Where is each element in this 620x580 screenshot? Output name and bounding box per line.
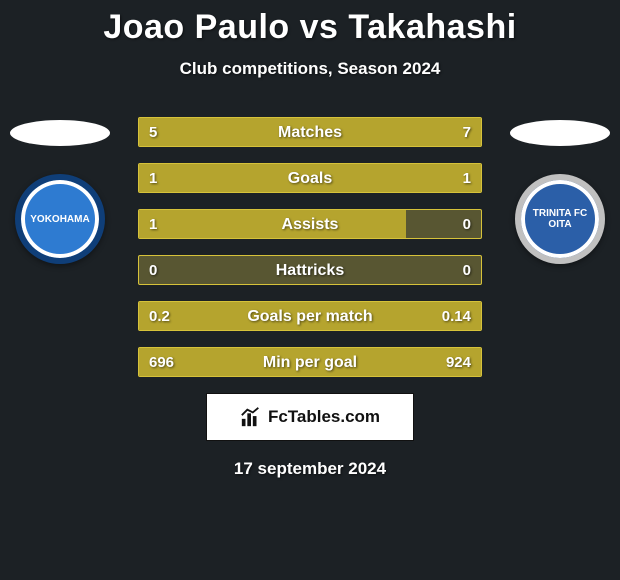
stat-value-right: 7 (463, 118, 471, 147)
stat-value-left: 696 (149, 348, 174, 377)
snapshot-date: 17 september 2024 (0, 459, 620, 479)
player-right-badge: TRINITA FC OITA (510, 120, 610, 264)
player-left-badge: YOKOHAMA (10, 120, 110, 264)
team-right-crest: TRINITA FC OITA (515, 174, 605, 264)
bar-chart-icon (240, 406, 262, 428)
stat-label: Matches (139, 118, 481, 147)
stat-row: Assists1 0 (138, 209, 482, 239)
stat-label: Assists (139, 210, 481, 239)
subtitle: Club competitions, Season 2024 (0, 59, 620, 79)
stat-value-right: 1 (463, 164, 471, 193)
stat-value-left: 1 (149, 164, 157, 193)
team-left-crest-label: YOKOHAMA (26, 210, 93, 229)
team-right-crest-label: TRINITA FC OITA (521, 204, 599, 234)
stat-label: Hattricks (139, 256, 481, 285)
stat-label: Goals per match (139, 302, 481, 331)
stat-row: Matches5 7 (138, 117, 482, 147)
player-left-name-plate (10, 120, 110, 146)
comparison-card: Joao Paulo vs Takahashi Club competition… (0, 0, 620, 580)
stats-rows: Matches57Goals11Assists10Hattricks00Goal… (138, 117, 482, 377)
stat-value-left: 0 (149, 256, 157, 285)
brand-box: FcTables.com (206, 393, 414, 441)
team-left-crest: YOKOHAMA (15, 174, 105, 264)
stat-row: Goals per match0.2 0.14 (138, 301, 482, 331)
player-right-name-plate (510, 120, 610, 146)
stat-row: Hattricks0 0 (138, 255, 482, 285)
stat-value-right: 0 (463, 256, 471, 285)
stat-value-left: 1 (149, 210, 157, 239)
stat-value-left: 5 (149, 118, 157, 147)
stat-label: Min per goal (139, 348, 481, 377)
page-title: Joao Paulo vs Takahashi (0, 8, 620, 47)
stat-value-right: 924 (446, 348, 471, 377)
brand-text: FcTables.com (268, 407, 380, 427)
stat-label: Goals (139, 164, 481, 193)
stat-row: Goals1 1 (138, 163, 482, 193)
stat-value-right: 0.14 (442, 302, 471, 331)
stat-value-right: 0 (463, 210, 471, 239)
stat-value-left: 0.2 (149, 302, 170, 331)
stat-row: Min per goal696 924 (138, 347, 482, 377)
